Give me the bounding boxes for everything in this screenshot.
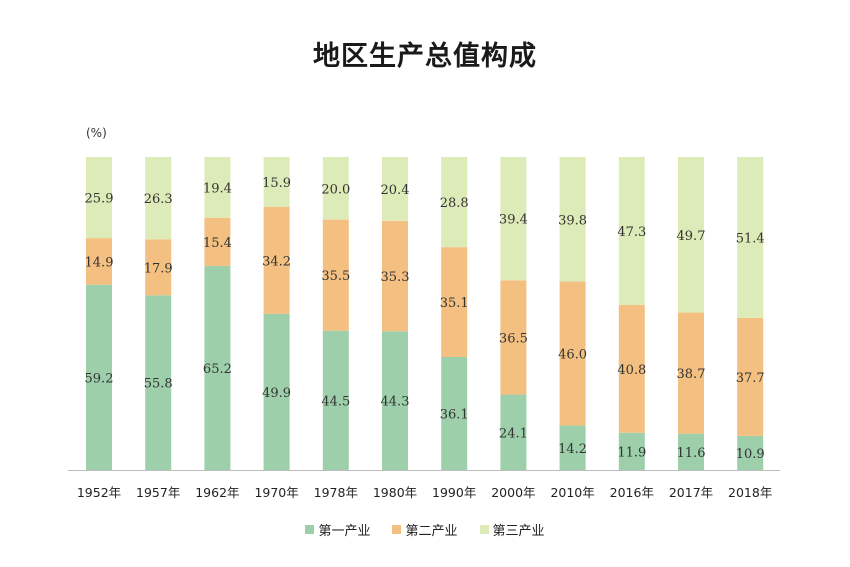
value-label-secondary-8: 46.0 [558, 348, 587, 363]
bar-tertiary-6 [441, 157, 468, 248]
legend-item-tertiary: 第三产业 [479, 520, 545, 539]
value-label-primary-10: 11.6 [677, 446, 706, 461]
x-tick-label-5: 1980年 [373, 485, 417, 500]
bar-tertiary-2 [204, 157, 231, 218]
bar-secondary-0 [86, 238, 112, 285]
bar-secondary-3 [263, 206, 290, 314]
x-tick-label-6: 1990年 [432, 485, 476, 500]
legend-item-secondary: 第二产业 [392, 520, 458, 539]
value-label-tertiary-3: 15.9 [262, 176, 291, 191]
value-label-primary-0: 59.2 [85, 371, 114, 386]
bar-secondary-6 [441, 247, 468, 358]
value-label-tertiary-4: 20.0 [321, 182, 350, 197]
bar-tertiary-8 [559, 157, 586, 282]
bar-tertiary-9 [618, 157, 645, 306]
x-tick-label-8: 2010年 [550, 485, 594, 500]
x-tick-label-0: 1952年 [77, 485, 121, 500]
bar-tertiary-7 [500, 157, 527, 281]
x-tick-label-2: 1962年 [195, 485, 239, 500]
value-label-secondary-7: 36.5 [499, 331, 528, 346]
bar-secondary-11 [737, 317, 764, 436]
bar-secondary-5 [382, 220, 408, 332]
bar-primary-4 [322, 330, 349, 470]
value-label-secondary-3: 34.2 [262, 254, 291, 269]
value-label-tertiary-1: 26.3 [144, 192, 173, 207]
x-tick-label-7: 2000年 [491, 485, 535, 500]
chart-title: 地区生产总值构成 [313, 41, 537, 72]
legend-label-tertiary: 第三产业 [492, 524, 545, 539]
bar-tertiary-0 [86, 157, 112, 239]
bar-secondary-1 [145, 239, 172, 296]
bar-primary-1 [145, 295, 172, 470]
bar-primary-0 [86, 284, 112, 470]
value-label-primary-1: 55.8 [144, 377, 173, 392]
bar-primary-8 [559, 425, 586, 470]
x-tick-label-10: 2017年 [669, 485, 713, 500]
bar-primary-6 [441, 357, 468, 470]
bar-primary-5 [382, 331, 408, 470]
value-label-tertiary-0: 25.9 [85, 192, 114, 207]
value-label-secondary-11: 37.7 [736, 371, 765, 386]
value-label-secondary-6: 35.1 [440, 296, 469, 311]
legend-label-primary: 第一产业 [318, 524, 371, 539]
bar-primary-10 [678, 433, 704, 470]
value-label-secondary-1: 17.9 [144, 261, 173, 276]
value-label-primary-7: 24.1 [499, 426, 528, 441]
x-tick-label-3: 1970年 [254, 485, 298, 500]
legend-swatch-primary [305, 525, 315, 534]
value-label-secondary-0: 14.9 [85, 255, 114, 270]
bar-primary-3 [263, 313, 290, 470]
bar-tertiary-1 [145, 157, 172, 240]
x-tick-label-11: 2018年 [728, 485, 772, 500]
legend-swatch-tertiary [479, 525, 489, 534]
value-label-secondary-5: 35.3 [381, 270, 410, 285]
bar-tertiary-4 [322, 157, 349, 220]
value-label-primary-4: 44.5 [321, 394, 350, 409]
value-label-primary-5: 44.3 [381, 395, 410, 410]
bar-primary-7 [500, 394, 527, 470]
value-label-secondary-9: 40.8 [617, 363, 646, 378]
unit-label: (%) [86, 126, 107, 140]
value-label-tertiary-6: 28.8 [440, 196, 469, 211]
value-label-primary-2: 65.2 [203, 362, 232, 377]
bar-primary-2 [204, 265, 231, 470]
value-label-secondary-4: 35.5 [321, 269, 350, 284]
bar-primary-11 [737, 435, 764, 470]
value-label-primary-3: 49.9 [262, 386, 291, 401]
bar-secondary-2 [204, 217, 231, 266]
value-label-primary-11: 10.9 [736, 447, 765, 462]
x-tick-label-1: 1957年 [136, 485, 180, 500]
value-label-tertiary-10: 49.7 [677, 229, 706, 244]
bar-secondary-8 [559, 281, 586, 426]
legend-item-primary: 第一产业 [305, 520, 370, 539]
value-label-tertiary-8: 39.8 [558, 213, 587, 228]
bar-secondary-10 [678, 312, 704, 434]
value-label-secondary-2: 15.4 [203, 236, 232, 251]
legend-swatch-secondary [392, 525, 402, 534]
bar-primary-9 [618, 432, 645, 470]
bar-secondary-7 [500, 280, 527, 395]
legend: 第一产业 第二产业 第三产业 [0, 520, 850, 539]
bar-secondary-4 [322, 219, 349, 331]
value-label-secondary-10: 38.7 [677, 367, 706, 382]
bar-tertiary-3 [263, 157, 290, 207]
bar-secondary-9 [618, 305, 645, 433]
bar-tertiary-10 [678, 157, 704, 313]
x-tick-label-9: 2016年 [610, 485, 654, 500]
value-label-tertiary-9: 47.3 [617, 225, 646, 240]
value-label-primary-6: 36.1 [440, 408, 469, 423]
value-label-tertiary-5: 20.4 [381, 183, 410, 198]
value-label-tertiary-7: 39.4 [499, 213, 528, 228]
x-tick-label-4: 1978年 [314, 485, 358, 500]
value-label-tertiary-2: 19.4 [203, 181, 232, 196]
value-label-tertiary-11: 51.4 [736, 231, 765, 246]
legend-label-secondary: 第二产业 [405, 524, 458, 539]
value-label-primary-8: 14.2 [558, 442, 587, 457]
bar-tertiary-5 [382, 157, 408, 221]
bar-tertiary-11 [737, 157, 764, 318]
value-label-primary-9: 11.9 [617, 445, 646, 460]
